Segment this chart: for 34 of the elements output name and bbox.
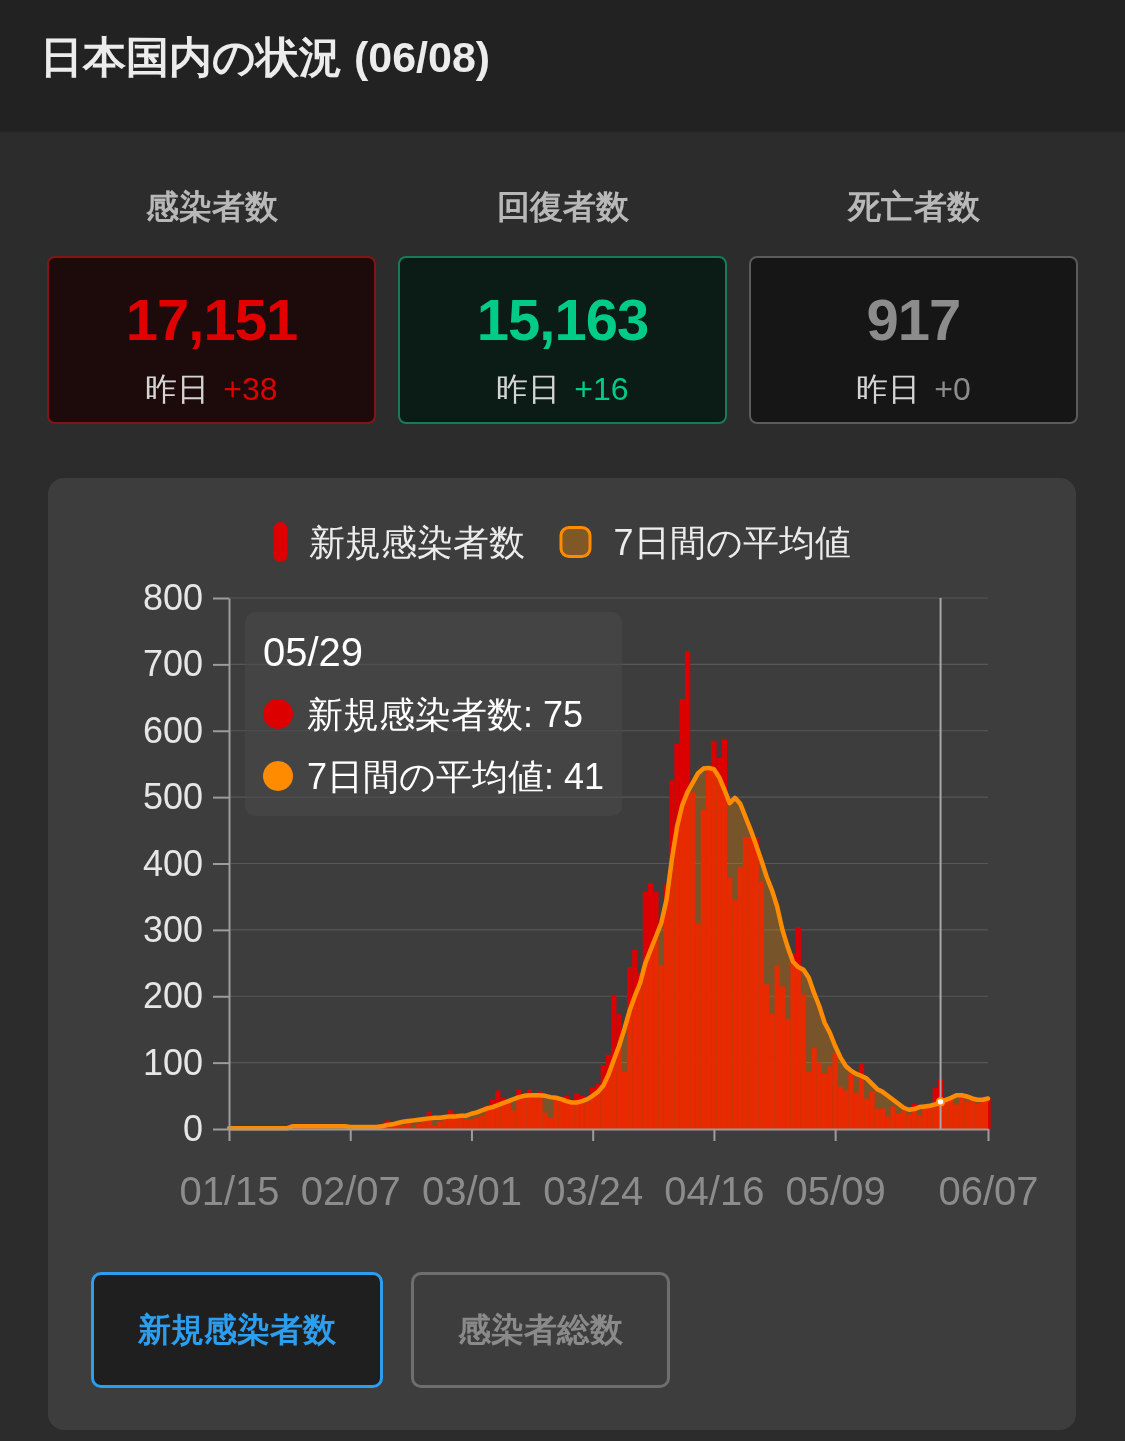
category-label: 感染者数 xyxy=(144,187,279,227)
y-tick-label: 300 xyxy=(142,908,203,950)
x-tick-label: 04/16 xyxy=(664,1169,765,1214)
category-label: 回復者数 xyxy=(495,187,630,227)
category-label: 死亡者数 xyxy=(846,187,981,227)
text: 昨日 xyxy=(856,371,921,407)
y-tick-label: 600 xyxy=(142,709,203,751)
y-tick-label: 800 xyxy=(142,577,203,619)
text: +38 xyxy=(223,371,278,407)
annotation: 新規感染者数: 75 xyxy=(307,693,584,735)
x-tick-label: 02/07 xyxy=(300,1169,401,1214)
y-tick-label: 500 xyxy=(142,776,203,818)
x-tick-label: 05/09 xyxy=(785,1169,886,1214)
y-tick-label: 0 xyxy=(182,1108,203,1150)
text: +0 xyxy=(934,371,971,407)
legend-label: 7日間の平均値 xyxy=(613,521,851,563)
text: +16 xyxy=(574,371,629,407)
y-tick-label: 400 xyxy=(142,842,203,884)
y-tick-label: 200 xyxy=(142,975,203,1017)
text: 15,163 xyxy=(475,286,650,354)
x-tick-label: 01/15 xyxy=(179,1169,280,1214)
y-tick-label: 700 xyxy=(142,643,203,685)
x-tick-label: 06/07 xyxy=(938,1169,1039,1214)
annotation: 7日間の平均値: 41 xyxy=(307,755,605,797)
legend-label: 新規感染者数 xyxy=(309,521,526,563)
text: 昨日 xyxy=(145,371,210,407)
text: 17,151 xyxy=(124,286,299,354)
text: 日本国内の状況 (06/08) xyxy=(40,32,491,83)
annotation: 05/29 xyxy=(263,630,364,674)
text: 917 xyxy=(865,286,962,354)
x-tick-label: 03/24 xyxy=(543,1169,644,1214)
x-tick-label: 03/01 xyxy=(421,1169,523,1214)
y-tick-label: 100 xyxy=(142,1041,203,1083)
text: 昨日 xyxy=(496,371,561,407)
